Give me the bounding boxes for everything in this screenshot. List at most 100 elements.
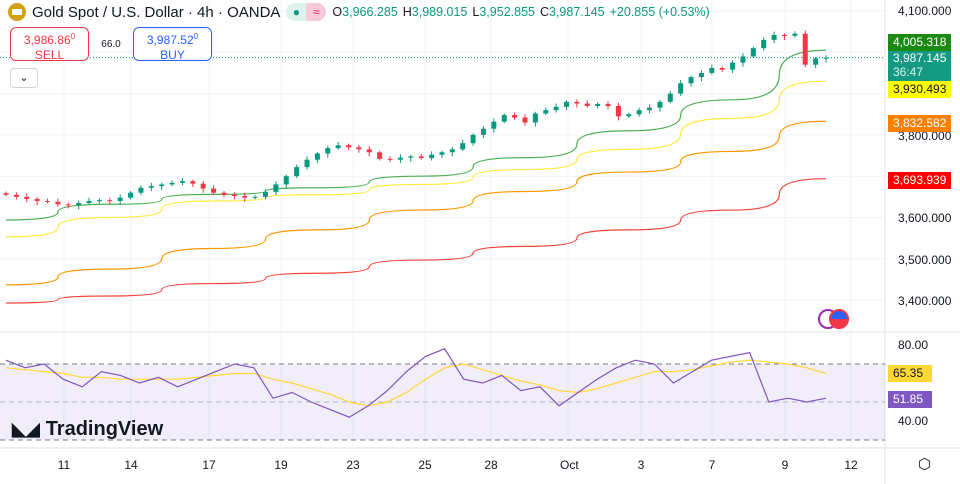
settings-icon[interactable]: ⬡ [918,456,932,473]
candle [429,154,435,159]
candle [262,191,268,197]
candle [595,103,601,106]
ma-yellow-line [5,80,827,238]
market-status[interactable]: ● ≈ [286,3,327,21]
candle [532,113,538,123]
candle [719,67,725,70]
candle [128,192,134,198]
ma-orange-label: 3,832.582 [888,115,951,132]
candle [522,117,528,123]
ma-yellow-label: 3,930.493 [888,81,951,98]
time-tick: 25 [418,458,432,472]
time-tick: 3 [637,458,645,472]
candle [698,72,704,78]
candle [221,192,227,195]
candle [553,106,559,111]
price-tick: 3,500.000 [898,253,952,267]
symbol-header: Gold Spot / U.S. Dollar · 4h · OANDA ● ≈ … [8,3,710,21]
candle [512,115,518,118]
sell-button[interactable]: 3,986.860 SELL [10,27,89,62]
candle [501,115,507,122]
candle [200,183,206,189]
candle [480,128,486,135]
candle [418,156,424,159]
gold-symbol-icon [8,3,26,21]
time-tick: 28 [484,458,498,472]
candle [34,198,40,201]
candle [231,194,237,197]
delayed-data-icon: ≈ [306,3,327,21]
candle [647,107,653,111]
price-tick: 3,600.000 [898,211,952,225]
collapse-button[interactable]: ⌄ [10,68,38,88]
time-tick: 14 [124,458,138,472]
candle [750,48,756,57]
candle [491,121,497,129]
tv-logo-icon: ◣◢ [12,419,40,439]
candle [823,57,829,59]
price-tick: 4,100.000 [898,4,952,18]
candle [325,148,331,154]
candle [771,34,777,40]
candle [377,152,383,159]
candle [190,181,196,184]
candle [294,167,300,177]
candle [211,188,217,193]
candle [169,182,175,185]
trade-panel: 3,986.860 SELL 66.0 3,987.520 BUY [10,27,212,62]
ma-red-label: 3,693.939 [888,172,951,189]
candle [688,77,694,84]
candle [709,67,715,73]
candle [366,149,372,153]
time-tick: 17 [202,458,216,472]
rsi-line [5,348,827,418]
rsi-signal-line [5,359,827,407]
candle [346,145,352,148]
candle [13,194,19,197]
tradingview-logo[interactable]: ◣◢ TradingView [12,418,164,440]
candle [667,93,673,102]
candle [802,33,808,65]
candle [117,197,123,201]
candle [460,143,466,150]
candle [397,157,403,160]
candle [564,101,570,107]
candle [605,103,611,106]
candle [813,58,819,65]
candle [86,200,92,204]
time-tick: 23 [346,458,360,472]
candle [273,184,279,192]
candle [179,181,185,183]
candle [335,145,341,149]
symbol-title[interactable]: Gold Spot / U.S. Dollar · 4h · OANDA [32,3,281,21]
candle [24,196,30,199]
rsi-signal-label: 65.35 [888,365,932,382]
candle [636,110,642,115]
time-tick: 11 [57,458,71,472]
buy-button[interactable]: 3,987.520 BUY [133,27,212,62]
us-flag-event-icon[interactable] [829,309,849,329]
rsi-tick: 40.00 [898,414,929,428]
rsi-label: 51.85 [888,391,932,408]
candle [470,134,476,144]
time-tick: 12 [844,458,858,472]
market-open-icon: ● [286,3,307,21]
candle [242,196,248,198]
candle [138,187,144,193]
candle [792,33,798,36]
candle [781,34,787,36]
candle [626,114,632,117]
candle [304,159,310,168]
ma-green-line [5,49,827,221]
candle [283,176,289,185]
candle [449,149,455,153]
candle [76,203,82,206]
candle [439,152,445,155]
candle [107,200,113,202]
candle [761,39,767,49]
candle [584,103,590,106]
candle [387,158,393,160]
ma-orange-line [5,120,827,286]
candle [3,193,9,195]
